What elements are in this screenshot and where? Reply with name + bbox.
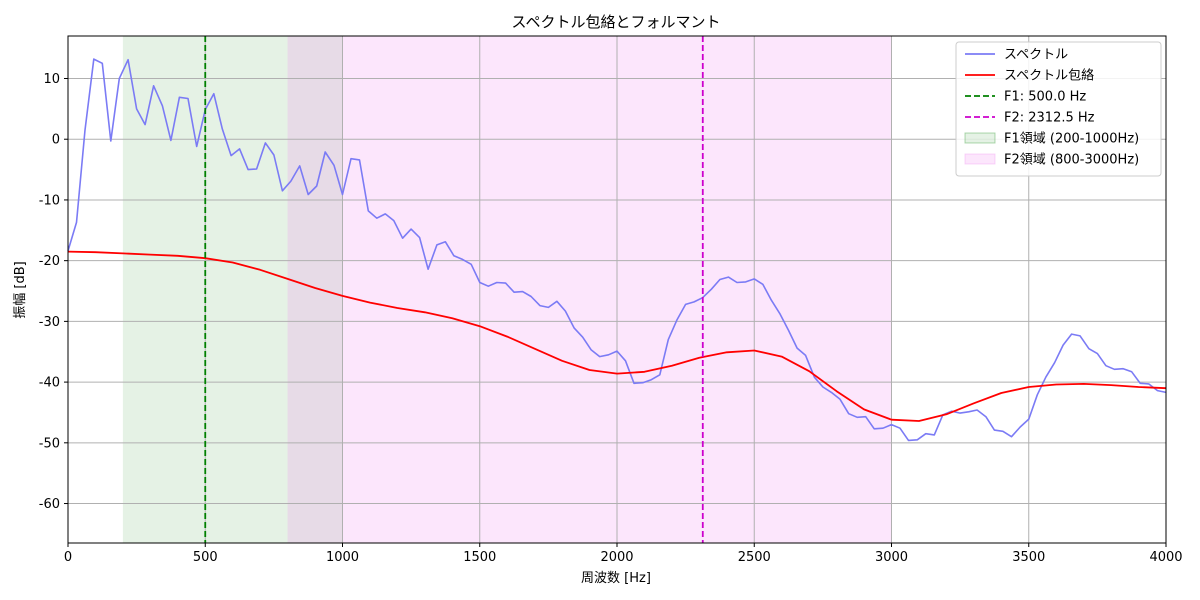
span-f1-region bbox=[122, 36, 343, 543]
legend-item-f2: F2: 2312.5 Hz bbox=[965, 111, 1095, 126]
legend-item-f1: F1: 500.0 Hz bbox=[965, 90, 1086, 105]
x-tick-label: 2000 bbox=[600, 550, 633, 565]
x-tick-label: 1000 bbox=[326, 550, 359, 565]
x-tick-label: 3500 bbox=[1012, 550, 1045, 565]
series-lines bbox=[67, 58, 1167, 442]
legend-item-envelope: スペクトル包絡 bbox=[965, 68, 1094, 84]
formant-markers bbox=[204, 36, 704, 543]
y-tick-label: -10 bbox=[39, 193, 60, 208]
series-line-envelope bbox=[67, 250, 1167, 422]
legend-label: F2領域 (800-3000Hz) bbox=[1004, 152, 1139, 168]
y-axis-label: 振幅 [dB] bbox=[13, 261, 28, 318]
y-tick-label: -40 bbox=[39, 376, 60, 391]
legend-item-f1-region: F1領域 (200-1000Hz) bbox=[964, 131, 1139, 147]
formant-region-spans bbox=[122, 36, 892, 543]
legend-item-f2-region: F2領域 (800-3000Hz) bbox=[964, 152, 1139, 168]
legend-label: F1: 500.0 Hz bbox=[1004, 90, 1086, 105]
legend-swatch bbox=[964, 153, 996, 165]
legend-label: スペクトル包絡 bbox=[1004, 68, 1094, 84]
x-tick-label: 4000 bbox=[1149, 550, 1182, 565]
legend-item-spectrum: スペクトル bbox=[965, 48, 1068, 63]
legend-swatch bbox=[964, 132, 996, 144]
legend-label: F1領域 (200-1000Hz) bbox=[1004, 131, 1139, 147]
x-axis-label: 周波数 [Hz] bbox=[581, 571, 651, 586]
x-tick-label: 500 bbox=[193, 550, 218, 565]
y-tick-label: 10 bbox=[43, 72, 60, 87]
x-tick-label: 2500 bbox=[738, 550, 771, 565]
chart-title: スペクトル包絡とフォルマント bbox=[512, 13, 721, 31]
series-line-spectrum bbox=[67, 58, 1167, 442]
y-tick-label: -30 bbox=[39, 315, 60, 330]
y-tick-label: -60 bbox=[39, 497, 60, 512]
span-f2-region bbox=[287, 36, 892, 543]
x-axis-ticks: 0 500 1000 1500 2000 2500 3000 3500 4000 bbox=[64, 543, 1183, 565]
legend-label: F2: 2312.5 Hz bbox=[1004, 111, 1095, 126]
x-tick-label: 3000 bbox=[875, 550, 908, 565]
x-tick-label: 0 bbox=[64, 550, 72, 565]
y-tick-label: -50 bbox=[39, 436, 60, 451]
legend-box bbox=[955, 41, 1162, 177]
legend-label: スペクトル bbox=[1004, 48, 1068, 63]
y-tick-label: -20 bbox=[39, 254, 60, 269]
x-tick-label: 1500 bbox=[463, 550, 496, 565]
y-tick-label: 0 bbox=[52, 133, 60, 148]
y-axis-ticks: -60 -50 -40 -30 -20 -10 0 10 bbox=[39, 72, 68, 512]
